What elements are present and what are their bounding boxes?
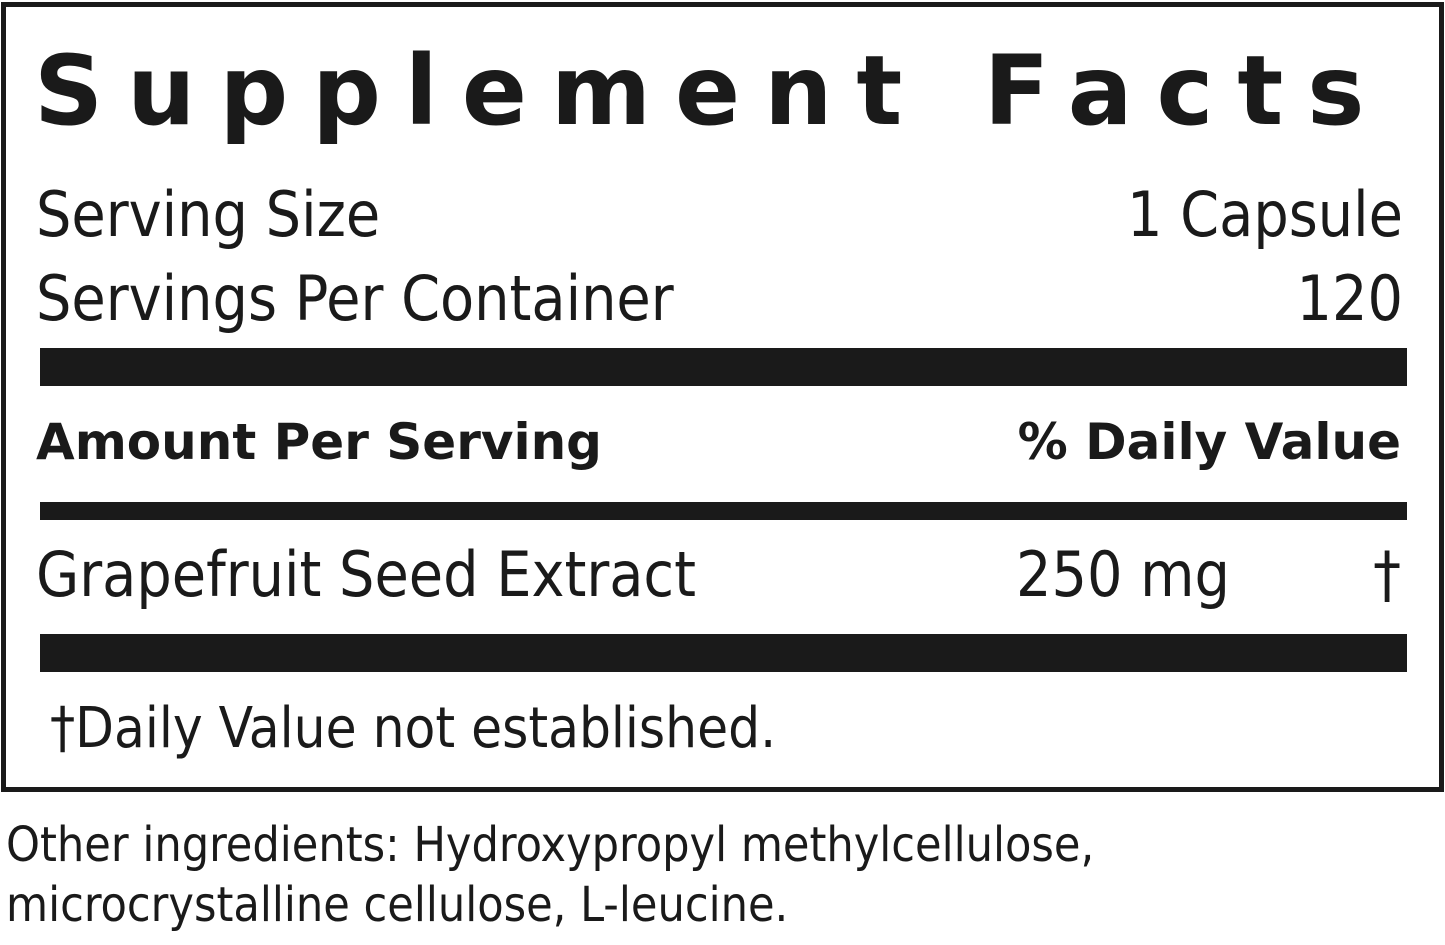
thick-rule xyxy=(40,634,1407,672)
ingredient-name: Grapefruit Seed Extract xyxy=(36,538,696,611)
servings-value: 120 xyxy=(1296,262,1403,335)
facts-panel xyxy=(1,2,1444,792)
other-ingredients: Other ingredients: Hydroxypropyl methylc… xyxy=(6,817,1095,933)
rule xyxy=(40,502,1407,520)
serving-size-value: 1 Capsule xyxy=(1126,178,1403,251)
title: Supplement Facts xyxy=(34,35,1389,147)
footnote: †Daily Value not established. xyxy=(50,696,777,761)
thick-rule xyxy=(40,348,1407,386)
ingredient-dv: † xyxy=(1373,538,1401,611)
serving-size-label: Serving Size xyxy=(36,178,381,251)
servings-label: Servings Per Container xyxy=(36,262,674,335)
daily-value-header: % Daily Value xyxy=(1017,413,1401,471)
ingredient-amount: 250 mg xyxy=(1016,538,1230,611)
amount-header: Amount Per Serving xyxy=(36,413,602,471)
